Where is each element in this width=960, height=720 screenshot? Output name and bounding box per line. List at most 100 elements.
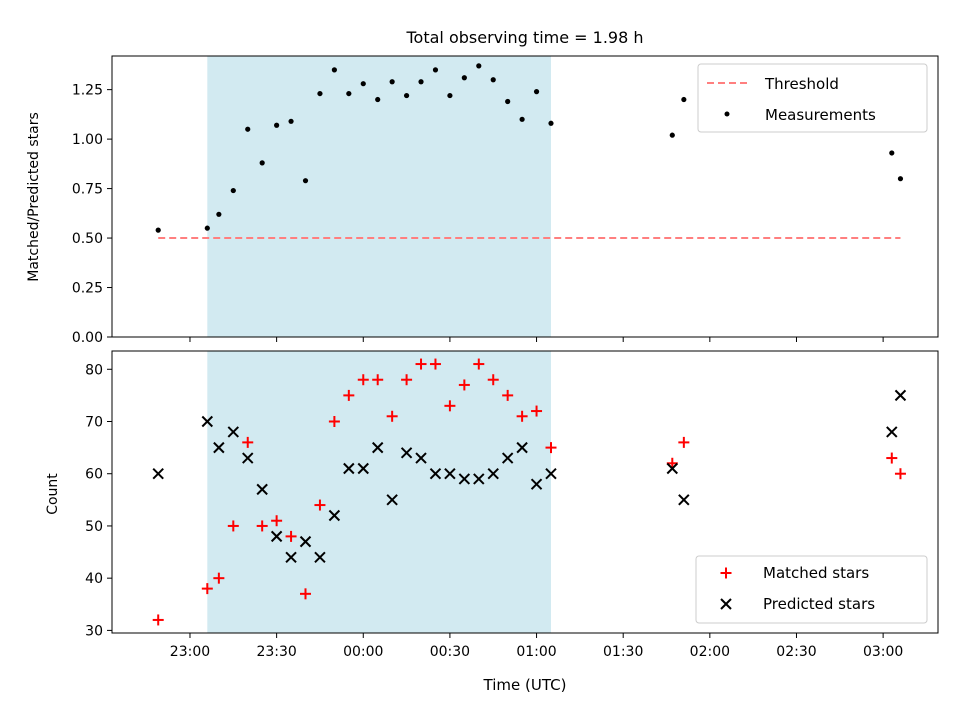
top-ytick-label: 1.25 [72, 83, 103, 99]
matched-star-point [444, 400, 456, 412]
matched-star-point [894, 468, 906, 480]
top-chart-title: Total observing time = 1.98 h [405, 28, 643, 47]
matched-star-point [401, 374, 413, 386]
matched-star-point [328, 416, 340, 427]
predicted-star-point [415, 452, 427, 464]
matched-star-point [531, 405, 543, 417]
x-axis-label: Time (UTC) [483, 676, 567, 694]
predicted-star-point [400, 447, 413, 459]
measurement-point [505, 98, 511, 105]
measurement-point [476, 63, 482, 69]
legend-matched-marker [720, 567, 732, 579]
legend-predicted-label: Predicted stars [763, 595, 875, 613]
bottom-ytick-label: 70 [85, 415, 103, 431]
predicted-star-point [242, 452, 254, 464]
top-panel: 0.00 0.25 0.50 0.75 1.00 1.25 Matched/Predict… [26, 55, 939, 346]
predicted-star-point [285, 551, 297, 563]
measurement-point [432, 67, 439, 73]
x-tick-label: 02:30 [776, 644, 816, 660]
top-legend: Threshold Measurements [697, 63, 928, 133]
matched-star-point [666, 457, 678, 469]
matched-star-point [213, 572, 225, 584]
measurement-point [681, 96, 687, 103]
x-tick-label: 23:30 [256, 644, 296, 660]
measurement-point [490, 77, 496, 83]
measurement-point [889, 150, 895, 156]
measurement-point [897, 176, 904, 182]
legend-measurements-label: Measurements [765, 106, 876, 124]
predicted-star-point [270, 530, 283, 543]
legend-predicted-marker [720, 598, 732, 610]
matched-star-point [473, 358, 485, 370]
matched-star-point [357, 374, 369, 386]
predicted-star-point [299, 535, 312, 548]
matched-star-point [152, 614, 164, 626]
legend-measurements-swatch [724, 111, 730, 117]
matched-star-point [678, 436, 690, 448]
predicted-star-point [501, 452, 514, 464]
predicted-star-point [530, 478, 543, 490]
predicted-star-point [666, 462, 679, 475]
bottom-ytick-label: 80 [85, 362, 103, 378]
measurement-point [230, 187, 236, 194]
top-ytick-label: 0.75 [72, 182, 103, 198]
x-tick-label: 00:00 [343, 644, 383, 660]
predicted-star-point [886, 426, 898, 438]
top-ytick-label: 1.00 [72, 132, 103, 148]
bottom-ytick-label: 60 [85, 467, 103, 483]
bottom-axes-frame [111, 350, 939, 634]
x-tick-label: 23:00 [170, 644, 210, 660]
matched-star-point [285, 530, 297, 542]
measurement-point [216, 211, 222, 217]
measurement-point [204, 225, 210, 231]
predicted-star-point [213, 441, 225, 454]
predicted-star-point [314, 551, 326, 563]
matched-star-point [343, 389, 355, 401]
bottom-legend: Matched stars Predicted stars [695, 555, 928, 624]
matched-star-point [271, 515, 283, 527]
x-tick-label: 00:30 [430, 644, 470, 660]
measurement-point [346, 90, 352, 97]
matched-star-point [386, 410, 398, 422]
measurement-point [375, 96, 381, 103]
top-axes-frame [111, 55, 939, 338]
measurement-point [519, 116, 525, 122]
predicted-star-point [227, 426, 240, 438]
predicted-star-point [473, 473, 485, 485]
measurement-point [418, 79, 424, 85]
matched-star-point [458, 379, 470, 391]
x-tick-label: 01:30 [603, 644, 643, 660]
legend-matched-label: Matched stars [763, 564, 869, 582]
measurement-point [245, 126, 251, 132]
measurement-point [360, 81, 366, 87]
x-tick-label: 02:00 [690, 644, 730, 660]
measurement-point [259, 160, 265, 166]
measurement-point [447, 92, 453, 99]
predicted-star-point [678, 494, 690, 506]
predicted-star-point [429, 468, 442, 480]
matched-star-point [201, 583, 213, 595]
matched-star-point [429, 358, 441, 370]
measurement-point [461, 75, 467, 81]
top-y-axis-label: Matched/Predicted stars [26, 112, 42, 282]
matched-star-point [242, 436, 254, 448]
predicted-star-point [487, 468, 499, 480]
predicted-star-point [386, 494, 398, 506]
measurement-point [302, 178, 309, 184]
bottom-ytick-label: 30 [85, 623, 103, 639]
measurement-point [403, 92, 410, 99]
predicted-star-point [894, 389, 907, 402]
predicted-star-point [545, 468, 557, 480]
matched-star-point [415, 358, 427, 370]
measurement-point [317, 90, 323, 97]
bottom-ytick-label: 50 [85, 519, 103, 535]
measurement-point [669, 132, 675, 138]
legend-threshold-label: Threshold [764, 75, 839, 93]
predicted-star-point [201, 415, 214, 428]
top-ytick-label: 0.50 [72, 231, 103, 247]
bottom-ytick-label: 40 [85, 571, 103, 587]
measurement-point [389, 79, 395, 85]
matched-star-point [300, 588, 312, 600]
predicted-star-point [458, 473, 471, 485]
